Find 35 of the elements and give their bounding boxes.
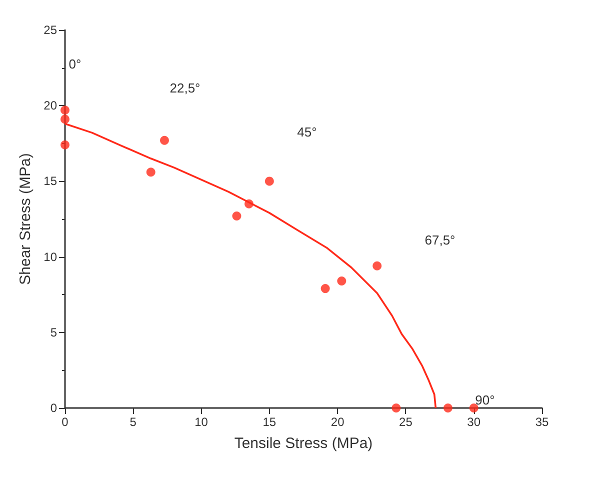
point: [160, 136, 169, 145]
y-tick-label: 10: [44, 250, 58, 264]
point: [443, 404, 452, 412]
annotation: 22,5°: [170, 80, 200, 96]
point: [372, 261, 382, 270]
point: [232, 211, 242, 220]
y-tick-label: 15: [44, 174, 58, 188]
y-tick-label: 25: [44, 23, 58, 37]
point: [60, 140, 70, 150]
annotation: 90°: [475, 392, 495, 408]
x-tick-label: 10: [194, 415, 208, 429]
x-tick-label: 30: [467, 415, 481, 429]
annotation: 67,5°: [424, 232, 456, 248]
x-tick-label: 5: [130, 415, 137, 429]
annotation: 0°: [68, 56, 82, 72]
y-axis-title: Shear Stress (MPa): [16, 153, 34, 285]
x-tick-label: 0: [62, 415, 69, 429]
annotation: 45°: [297, 124, 317, 140]
point: [337, 276, 346, 286]
point: [146, 168, 156, 177]
point: [244, 199, 254, 208]
point: [60, 106, 70, 115]
y-tick-label: 20: [44, 98, 58, 113]
point: [264, 176, 274, 186]
x-axis-title: Tensile Stress (MPa): [234, 435, 373, 452]
point: [60, 114, 70, 124]
x-tick-label: 25: [399, 415, 413, 429]
y-tick-label: 5: [50, 325, 58, 340]
point: [320, 284, 330, 294]
y-tick-label: 0: [50, 401, 58, 415]
x-tick-label: 35: [535, 415, 549, 429]
point: [469, 404, 478, 412]
point: [392, 404, 401, 412]
x-tick-label: 15: [262, 415, 276, 429]
x-tick-label: 20: [330, 415, 345, 429]
